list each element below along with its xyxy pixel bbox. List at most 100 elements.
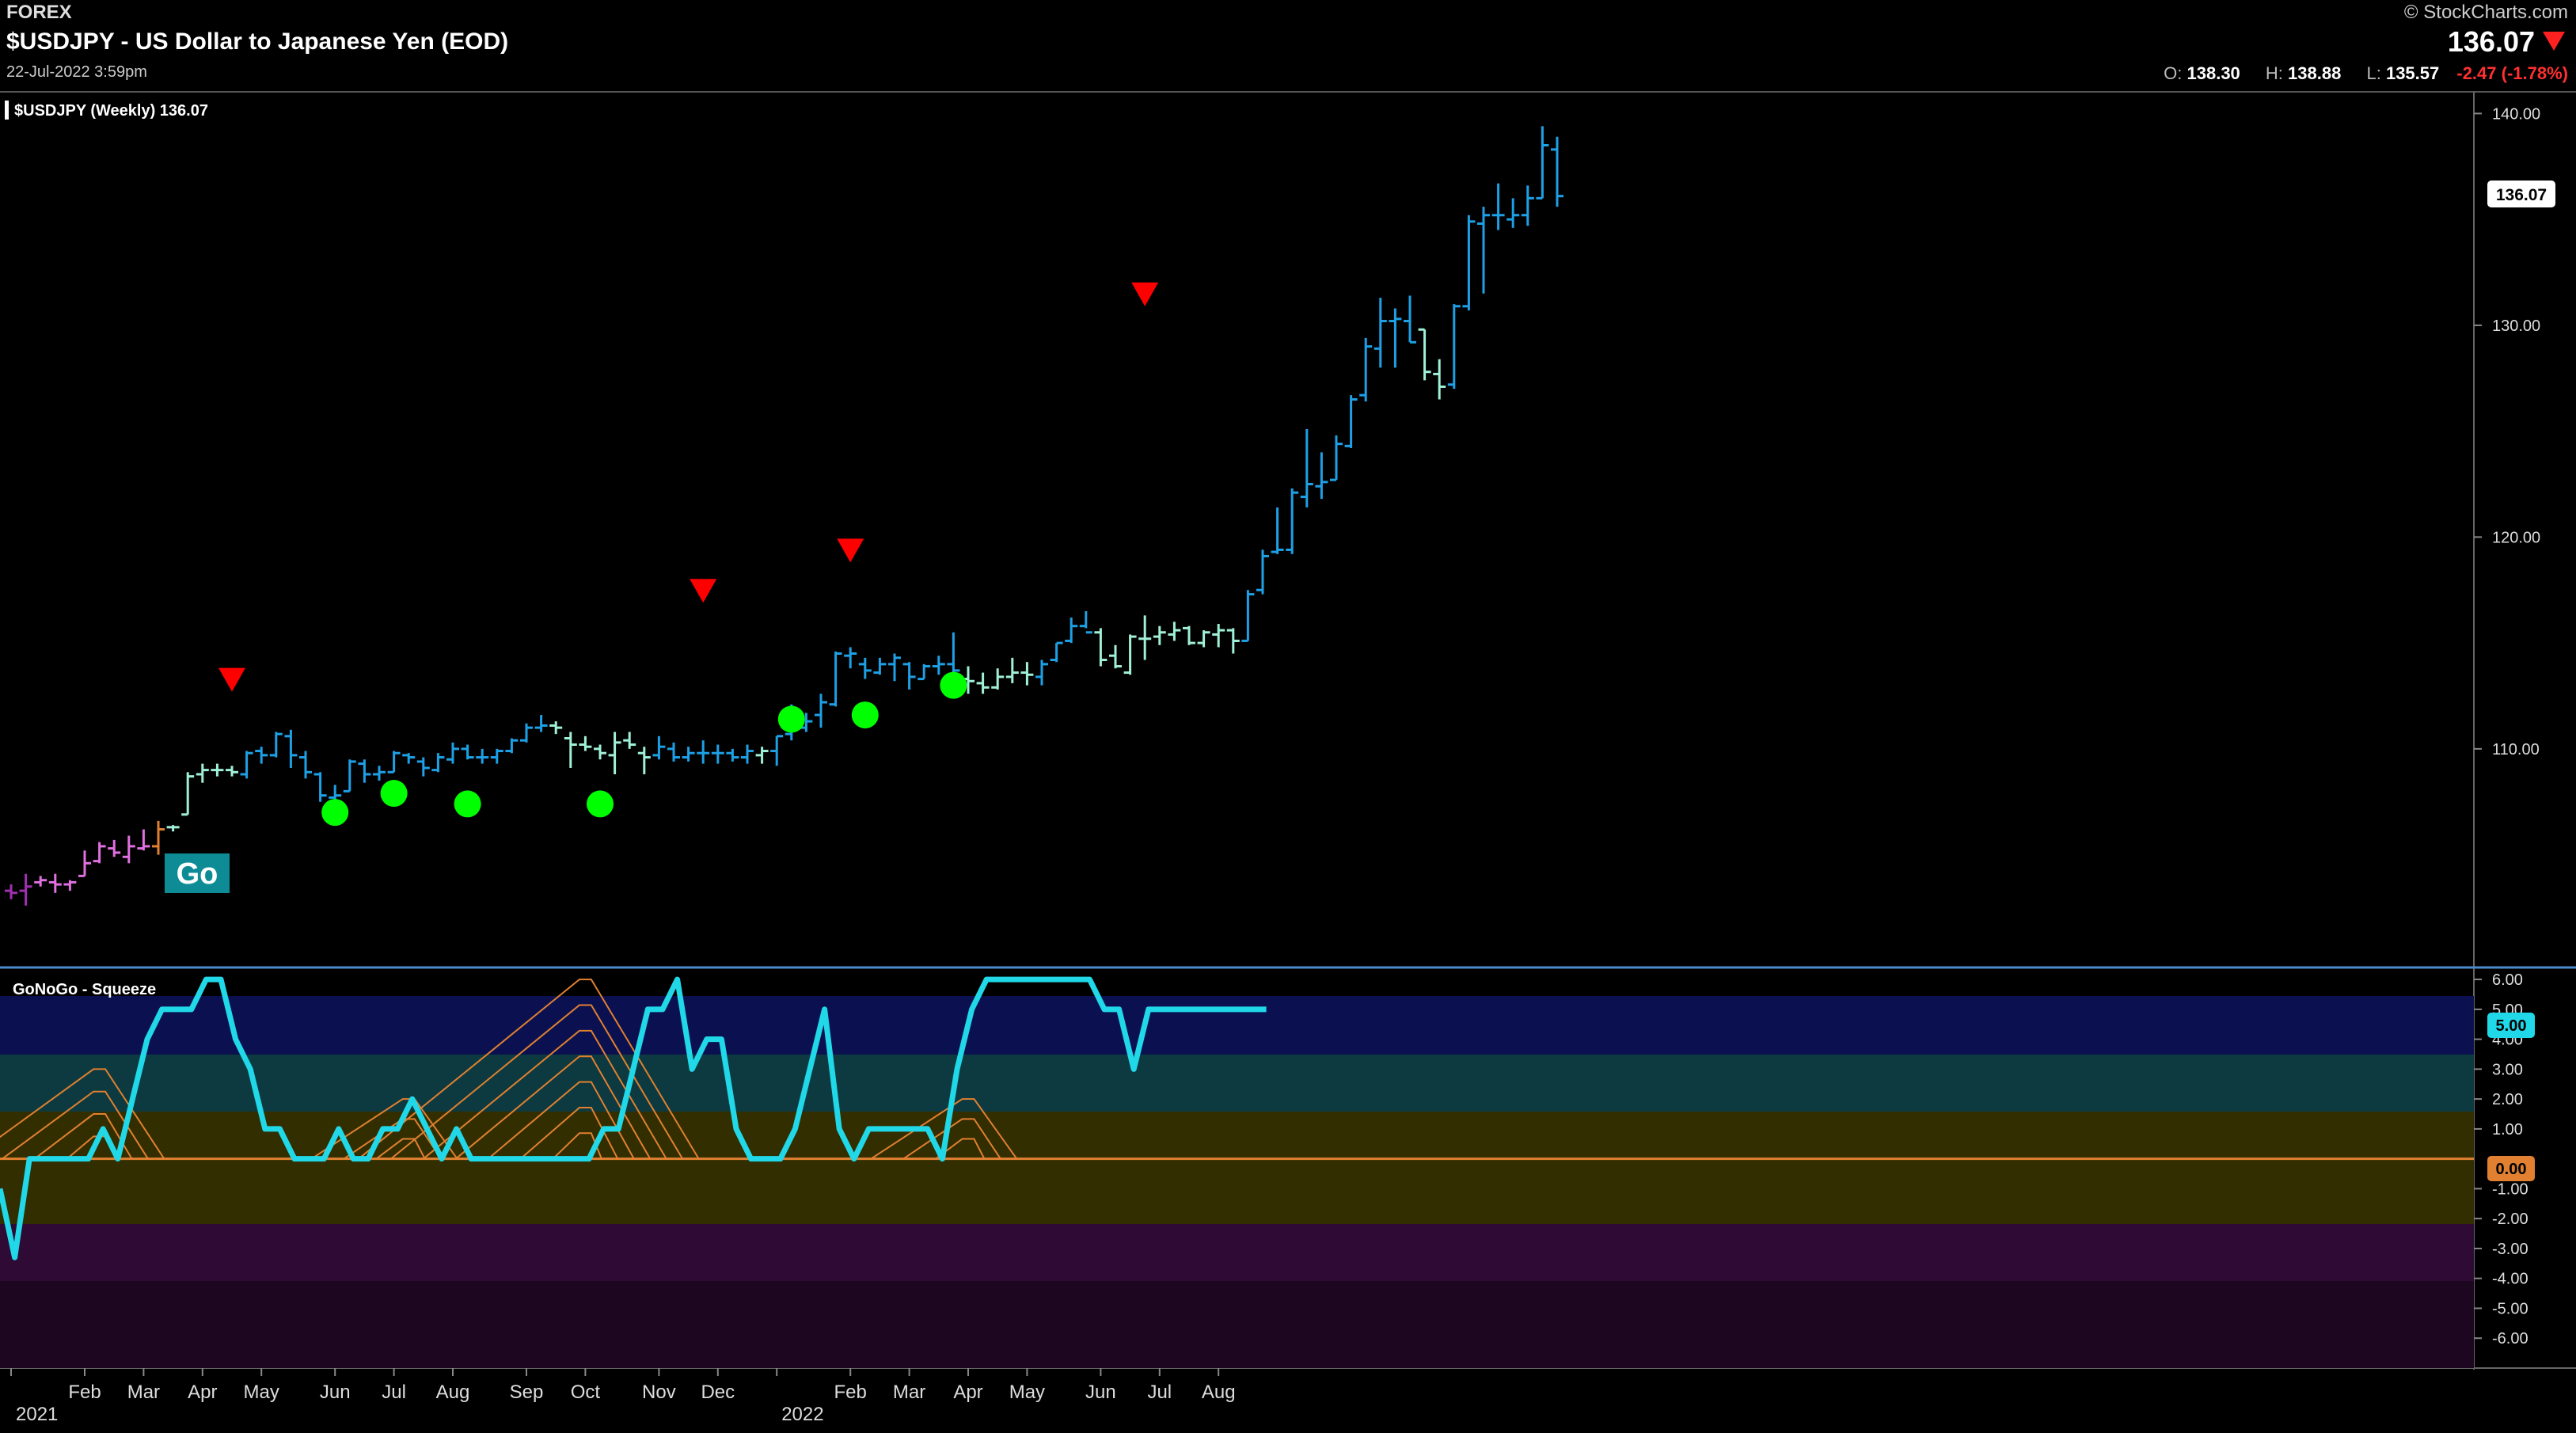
ohlc-bar [976,672,990,694]
time-tick-label: May [1009,1382,1045,1403]
ohlc-bar [166,825,180,832]
open-label: O: [2164,63,2183,83]
price-legend: $USDJPY (Weekly) 136.07 [14,102,208,120]
ohlc-bar [416,757,430,777]
band-neutral [0,1112,2474,1224]
time-tick-label: Jun [1085,1382,1116,1403]
ohlc-bar [1035,659,1048,686]
oscillator-tick-label: -3.00 [2492,1241,2529,1258]
ohlc-bar [520,723,533,743]
ohlc-bar [1286,488,1299,554]
ohlc-bar [844,647,857,669]
ohlc-bar [490,748,503,764]
price-tag: 136.07 [2487,181,2555,207]
price-tag-background [2487,181,2555,207]
ohlc-bar [269,732,283,758]
ohlc-bar [1447,304,1461,390]
ohlc-bar [402,753,416,764]
band-strong-go [0,996,2474,1055]
time-tick-label: Nov [642,1382,676,1403]
ohlc-bar [1079,611,1092,634]
time-tick-label: Jul [382,1382,406,1403]
ohlc-bar [78,850,91,877]
ohlc-bar [255,747,268,764]
ohlc-bar [579,736,592,751]
ohlc-bar [1404,295,1416,344]
ohlc-bar [1109,644,1122,669]
ohlc-bar [1315,452,1328,500]
ohlc-bar [461,744,474,760]
zero-tag-label: 0.00 [2496,1161,2527,1178]
ohlc-bar [1123,634,1137,675]
ohlc-bar [211,763,224,777]
ohlc-bar [1477,207,1490,294]
price-tick-label: 130.00 [2492,317,2540,335]
go-dot [777,705,805,733]
oscillator-tick-label: -5.00 [2492,1300,2529,1317]
high-value: 138.88 [2288,63,2342,83]
ohlc-bar [1373,298,1387,368]
ohlc-bar [373,766,386,781]
ohlc-bar [991,668,1005,690]
low-label: L: [2366,63,2381,83]
squeeze-fan-line [935,1138,986,1160]
ohlc-bar [711,744,724,764]
ohlc-bar [1433,359,1446,400]
low-value: 135.57 [2385,63,2440,83]
ohlc-bar [1256,549,1269,595]
price-legend-swatch [5,101,9,120]
time-tick-label: Feb [68,1382,101,1403]
ohlc-bar [697,740,710,764]
go-badge: Go [165,853,230,893]
time-tick-label: Jul [1147,1382,1172,1403]
ohlc-bar [534,715,548,732]
ohlc-bar [652,736,666,760]
ohlc-bar [873,657,887,675]
ohlc-bar [1271,507,1284,554]
copyright[interactable]: © StockCharts.com [2403,2,2568,23]
ohlc-bar [505,738,519,754]
go-dot [940,671,967,699]
ohlc-bar [682,747,695,762]
oscillator-tick-label: 6.00 [2492,971,2523,989]
ohlc-bar [122,835,135,864]
price-tag-label: 136.07 [2496,186,2547,204]
time-tick-label: Mar [127,1382,160,1403]
ohlc-bar [858,657,872,679]
time-tick-label: 2022 [781,1404,823,1425]
ohlc-bar [1241,590,1255,642]
ohlc-bar [1344,395,1358,449]
ohlc-bar [1197,630,1210,648]
ohlc-bar [1094,628,1108,667]
ohlc-bar [755,747,769,764]
squeeze-fan-line [390,1004,684,1160]
sell-triangle [837,538,864,563]
oscillator-tick-label: 2.00 [2492,1091,2523,1108]
ohlc-bar [240,751,253,779]
price-tick-label: 110.00 [2492,741,2540,758]
ohlc-bar [313,772,327,802]
ohlc-bar [1168,621,1181,641]
oscillator-tick-label: -4.00 [2492,1271,2529,1288]
go-dot [380,780,408,808]
sell-triangle [690,579,717,603]
ohlc-bar [1536,126,1549,200]
squeeze-fan-line [455,1055,652,1160]
ohlc-bar [1183,625,1195,645]
ohlc-bar [1506,198,1520,228]
ohlc-bar [902,662,916,690]
ohlc-bar [5,884,17,899]
ohlc-bar [446,742,459,764]
ohlc-bar [726,748,739,762]
ohlc-bar [343,759,356,793]
ohlc-bar [1462,215,1476,311]
ohlc-bar [932,656,945,675]
squeeze-fan-line [310,1098,458,1160]
ohlc-bar [1330,435,1343,481]
oscillator-tick-label: -2.00 [2492,1211,2529,1228]
ohlc-bar [196,763,209,783]
ohlc-bar [1389,308,1402,368]
ohlc-bar [226,766,238,777]
ohlc-bar [108,839,121,857]
